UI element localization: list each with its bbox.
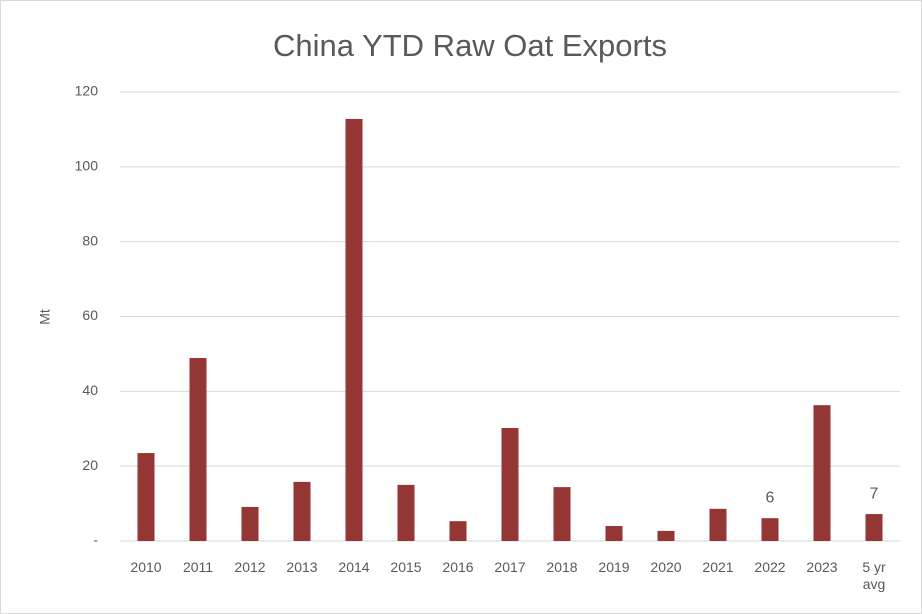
x-tick-label: 5 yr avg <box>862 559 886 592</box>
bar <box>553 487 571 541</box>
bar <box>709 508 727 541</box>
y-tick-label: 80 <box>82 232 98 248</box>
y-tick-label: - <box>93 532 98 548</box>
bar <box>865 514 883 541</box>
bar <box>397 484 415 541</box>
x-tick-label: 2015 <box>390 559 422 575</box>
x-tick-label: 2010 <box>130 559 162 575</box>
x-tick-label: 2019 <box>598 559 630 575</box>
y-tick-label: 60 <box>82 307 98 323</box>
chart-title: China YTD Raw Oat Exports <box>273 28 667 63</box>
bar <box>189 358 207 541</box>
x-tick-label: 2022 <box>754 559 786 575</box>
y-axis-label: Mt <box>37 309 53 325</box>
y-tick-label: 20 <box>82 457 98 473</box>
bar <box>345 118 363 541</box>
x-tick-label: 2013 <box>286 559 318 575</box>
x-tick-label: 2018 <box>546 559 578 575</box>
bar <box>657 530 675 541</box>
x-tick-label: 2020 <box>650 559 682 575</box>
x-tick-label: 2023 <box>806 559 838 575</box>
x-tick-label: 2012 <box>234 559 266 575</box>
bar <box>293 481 311 541</box>
bar <box>137 453 155 541</box>
data-label: 7 <box>870 485 879 502</box>
bar <box>241 506 259 541</box>
x-tick-label: 2021 <box>702 559 734 575</box>
y-tick-label: 100 <box>75 158 99 174</box>
y-tick-label: 120 <box>75 83 99 99</box>
bar <box>449 521 467 541</box>
x-tick-label: 2011 <box>182 559 214 575</box>
x-tick-label: 2014 <box>338 559 370 575</box>
bar <box>761 518 779 541</box>
bar <box>605 526 623 541</box>
x-tick-label: 2016 <box>442 559 474 575</box>
bar <box>501 428 519 541</box>
x-tick-label: 2017 <box>494 559 526 575</box>
data-label: 6 <box>766 489 775 506</box>
y-tick-label: 40 <box>82 382 98 398</box>
bar <box>813 405 831 541</box>
